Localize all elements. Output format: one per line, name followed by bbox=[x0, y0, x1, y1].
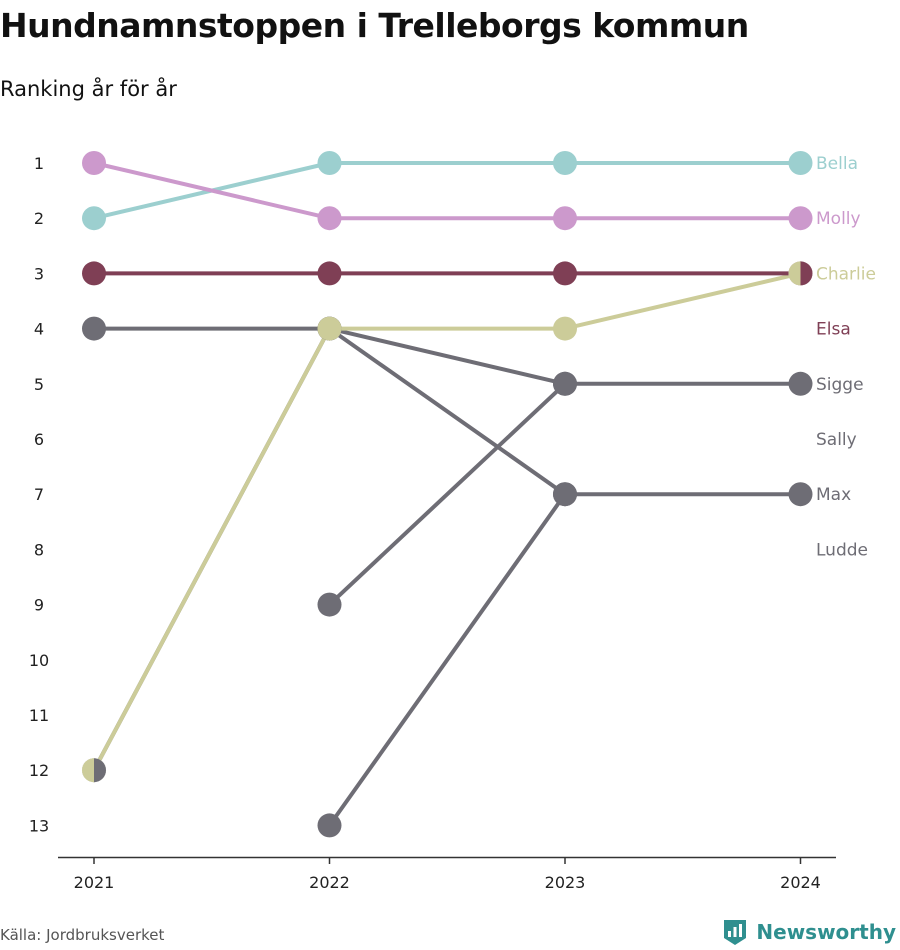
series-end-label: Molly bbox=[816, 209, 861, 229]
chart-title: Hundnamnstoppen i Trelleborgs kommun bbox=[0, 6, 749, 45]
y-tick-label: 6 bbox=[34, 430, 44, 449]
y-tick-label: 8 bbox=[34, 540, 44, 559]
y-tick-label: 9 bbox=[34, 596, 44, 615]
newsworthy-logo-icon bbox=[724, 920, 747, 945]
series-end-label: Bella bbox=[816, 154, 858, 174]
brand-logo: Newsworthy bbox=[722, 918, 896, 946]
series-end-label: Sigge bbox=[816, 375, 864, 395]
series-point bbox=[317, 151, 342, 175]
series-line bbox=[92, 161, 803, 221]
y-tick-label: 11 bbox=[29, 706, 49, 725]
series-points-layer bbox=[82, 151, 813, 838]
series-point bbox=[82, 151, 106, 175]
series-point bbox=[788, 151, 813, 175]
series-point bbox=[788, 206, 813, 231]
x-tick-label: 2021 bbox=[74, 873, 115, 892]
series-point bbox=[788, 371, 813, 396]
series-point bbox=[82, 206, 106, 231]
x-tick-label: 2022 bbox=[309, 873, 350, 892]
series-point bbox=[317, 592, 342, 617]
x-tick-label: 2023 bbox=[545, 873, 586, 892]
y-tick-label: 4 bbox=[34, 320, 44, 339]
series-point bbox=[553, 206, 577, 231]
y-tick-label: 2 bbox=[34, 209, 44, 228]
series-line bbox=[327, 492, 803, 828]
series-end-label: Sally bbox=[816, 430, 857, 450]
y-tick-label: 13 bbox=[29, 816, 49, 835]
y-tick-label: 5 bbox=[34, 375, 44, 394]
series-line bbox=[92, 326, 567, 497]
series-lines-layer bbox=[92, 161, 803, 828]
shared-point-right-half bbox=[800, 261, 813, 286]
series-line bbox=[92, 271, 803, 773]
series-point bbox=[553, 371, 577, 396]
series-end-label: Ludde bbox=[816, 540, 868, 560]
series-point bbox=[317, 206, 342, 231]
source-note: Källa: Jordbruksverket bbox=[0, 926, 165, 944]
series-point bbox=[82, 261, 106, 286]
y-tick-label: 10 bbox=[29, 651, 49, 670]
series-point bbox=[553, 261, 577, 286]
chart-subtitle: Ranking år för år bbox=[0, 77, 177, 101]
series-line bbox=[92, 326, 567, 773]
series-point bbox=[317, 261, 342, 286]
brand-name: Newsworthy bbox=[756, 920, 896, 944]
series-point bbox=[317, 813, 342, 838]
shared-point-right-half bbox=[94, 758, 107, 783]
y-tick-label: 1 bbox=[34, 154, 44, 173]
shared-point-left-half bbox=[82, 758, 94, 783]
series-end-label: Max bbox=[816, 485, 851, 505]
series-line bbox=[92, 161, 803, 221]
series-point bbox=[788, 482, 813, 507]
x-tick-label: 2024 bbox=[780, 873, 821, 892]
series-end-label: Elsa bbox=[816, 320, 851, 340]
series-point bbox=[317, 316, 342, 341]
y-tick-label: 12 bbox=[29, 761, 49, 780]
y-tick-label: 7 bbox=[34, 485, 44, 504]
series-end-label: Charlie bbox=[816, 264, 876, 284]
series-point bbox=[82, 316, 106, 341]
series-labels-layer: Bella Molly Charlie Elsa Sigge Sally Max Ludde bbox=[816, 154, 876, 560]
series-point bbox=[553, 316, 577, 341]
y-tick-label: 3 bbox=[34, 264, 44, 283]
series-point bbox=[553, 482, 577, 507]
shared-point-left-half bbox=[788, 261, 801, 286]
series-point bbox=[553, 151, 577, 175]
